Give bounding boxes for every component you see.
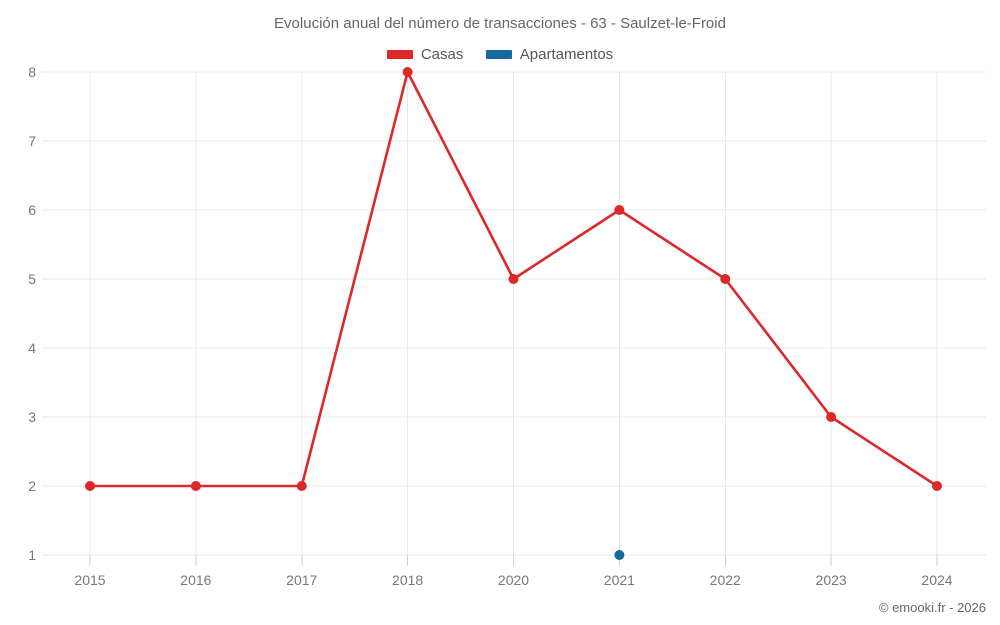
x-axis-tick-label: 2022 — [709, 572, 741, 588]
x-axis-tick-label: 2024 — [921, 572, 953, 588]
gridlines — [42, 71, 986, 556]
chart-credit: © emooki.fr - 2026 — [878, 600, 986, 615]
data-point-casas[interactable] — [508, 274, 519, 284]
data-point-casas[interactable] — [402, 67, 413, 77]
x-axis-tick-label: 2018 — [392, 572, 424, 588]
chart-title: Evolución anual del número de transaccio… — [274, 15, 726, 32]
x-axis-tick-label: 2015 — [74, 572, 106, 588]
y-axis-tick-label: 1 — [28, 547, 36, 563]
legend-item-apartamentos[interactable]: Apartamentos — [485, 44, 614, 66]
x-axis-tick-label: 2017 — [286, 572, 318, 588]
legend-label-apartamentos: Apartamentos — [519, 46, 614, 63]
data-point-casas[interactable] — [932, 481, 942, 491]
x-axis-tick-label: 2021 — [603, 572, 635, 588]
legend-label-casas: Casas — [420, 46, 464, 63]
data-point-casas[interactable] — [296, 481, 307, 491]
legend-swatch-apartamentos-icon — [485, 49, 512, 59]
y-axis-tick-label: 2 — [28, 478, 36, 494]
y-axis-tick-label: 3 — [28, 409, 36, 425]
legend-item-casas[interactable]: Casas — [386, 44, 464, 66]
y-axis-tick-label: 6 — [28, 202, 36, 218]
data-point-casas[interactable] — [190, 481, 201, 491]
series-points — [85, 67, 942, 560]
x-axis-tick-label: 2020 — [497, 572, 530, 588]
data-point-casas[interactable] — [614, 205, 625, 215]
data-point-casas[interactable] — [826, 412, 837, 422]
y-axis-tick-label: 8 — [28, 64, 36, 80]
legend-swatch-casas-icon — [386, 49, 413, 59]
chart-legend: Casas Apartamentos — [0, 44, 1000, 66]
y-axis-tick-label: 4 — [28, 340, 36, 356]
data-point-casas[interactable] — [85, 481, 95, 491]
x-axis-ticks — [89, 555, 938, 566]
x-axis-tick-label: 2016 — [180, 572, 212, 588]
y-axis-tick-label: 7 — [28, 133, 36, 149]
data-point-casas[interactable] — [720, 274, 731, 284]
y-axis-tick-label: 5 — [28, 271, 36, 287]
data-point-apartamentos[interactable] — [614, 550, 625, 560]
x-axis-tick-label: 2023 — [815, 572, 847, 588]
